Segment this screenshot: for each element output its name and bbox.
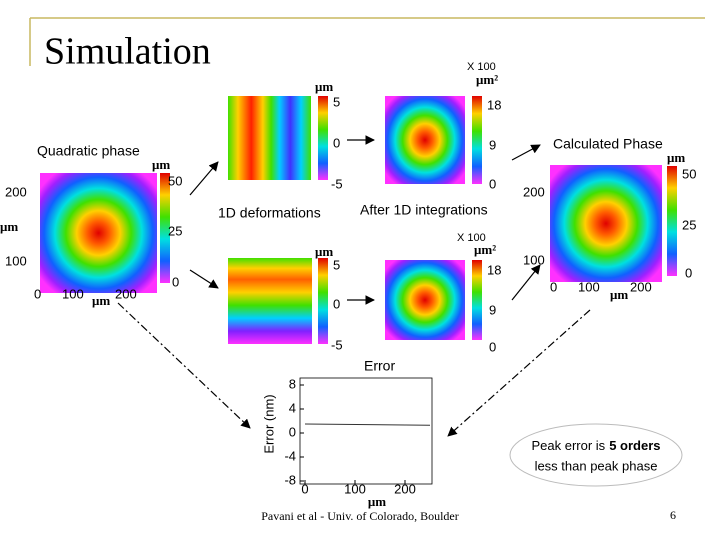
colorbar-tick: 5 — [333, 94, 340, 109]
panel-label: Calculated Phase — [553, 136, 663, 152]
colorbar-tick: 25 — [168, 223, 182, 238]
y-tick-label: -8 — [284, 472, 296, 487]
colorbar-tick: -5 — [331, 337, 343, 352]
colorbar — [318, 96, 328, 180]
error-plot: 8 4 0 -4 -8 0 100 200 — [284, 376, 431, 496]
y-tick-label: 4 — [289, 400, 296, 415]
colorbar-tick: -5 — [331, 176, 343, 191]
heatmap — [550, 165, 662, 282]
arrows — [117, 135, 591, 437]
plot-title: Error — [364, 358, 395, 374]
x-tick: 100 — [578, 279, 600, 294]
callout-part: 5 orders — [609, 438, 660, 453]
callout — [509, 423, 683, 487]
colorbar-tick: 0 — [333, 135, 340, 150]
x-tick: 200 — [115, 286, 137, 301]
colorbar — [160, 173, 170, 283]
colorbar-tick: 0 — [489, 176, 496, 191]
y-tick: 100 — [523, 252, 545, 267]
y-label: Error (nm) — [261, 394, 276, 453]
x-tick-label: 100 — [344, 481, 366, 496]
callout-text: less than peak phase — [535, 458, 658, 473]
x-unit: μm — [92, 293, 110, 308]
colorbar-tick: 0 — [333, 296, 340, 311]
callout-part: Peak error is — [531, 438, 605, 453]
footer: Pavani et al - Univ. of Colorado, Boulde… — [261, 509, 459, 523]
y-tick-label: -4 — [284, 448, 296, 463]
x-unit: μm — [610, 287, 628, 302]
colorbar-tick: 18 — [487, 262, 501, 277]
colorbar-unit: μm — [315, 79, 333, 94]
section-label: After 1D integrations — [360, 202, 488, 218]
callout-text: Peak error is 5 orders — [531, 438, 660, 453]
y-tick: 200 — [523, 184, 545, 199]
colorbar-unit: μm — [315, 244, 333, 259]
scale-label: X 100 — [457, 232, 486, 244]
heatmap — [385, 96, 465, 184]
colorbar-tick: 0 — [172, 274, 179, 289]
x-tick: 0 — [550, 279, 557, 294]
colorbar-tick: 0 — [685, 265, 692, 280]
colorbar-unit: μm² — [474, 242, 496, 257]
x-tick-label: 0 — [301, 481, 308, 496]
colorbar-tick: 9 — [489, 302, 496, 317]
colorbar-tick: 9 — [489, 137, 496, 152]
heatmap — [385, 260, 465, 340]
colorbar-tick: 0 — [489, 339, 496, 354]
colorbar — [318, 258, 328, 344]
colorbar — [667, 166, 677, 276]
page-number: 6 — [670, 508, 676, 522]
colorbar-tick: 50 — [168, 173, 182, 188]
colorbar-tick: 50 — [682, 166, 696, 181]
x-tick-label: 200 — [394, 481, 416, 496]
y-tick-label: 0 — [289, 424, 296, 439]
heatmap — [228, 96, 311, 180]
y-tick: 200 — [5, 184, 27, 199]
colorbar — [472, 260, 482, 340]
colorbar-tick: 18 — [487, 97, 501, 112]
heatmap — [228, 258, 312, 344]
slide-title: Simulation — [44, 31, 211, 73]
colorbar-tick: 25 — [682, 217, 696, 232]
colorbar-unit: μm — [667, 150, 685, 165]
colorbar — [472, 96, 482, 184]
colorbar-unit: μm² — [476, 72, 498, 87]
y-unit: μm — [0, 219, 18, 234]
heatmap — [40, 173, 157, 293]
x-tick: 200 — [630, 279, 652, 294]
x-tick: 100 — [62, 286, 84, 301]
error-line — [304, 423, 431, 426]
colorbar-unit: μm — [152, 157, 170, 172]
section-label: 1D deformations — [218, 205, 321, 221]
scale-label: X 100 — [467, 61, 496, 73]
colorbar-tick: 5 — [333, 257, 340, 272]
panel-label: Quadratic phase — [37, 143, 140, 159]
x-unit: μm — [368, 494, 386, 509]
y-tick-label: 8 — [289, 376, 296, 391]
y-tick: 100 — [5, 253, 27, 268]
plot-frame — [299, 377, 433, 485]
x-tick: 0 — [34, 286, 41, 301]
